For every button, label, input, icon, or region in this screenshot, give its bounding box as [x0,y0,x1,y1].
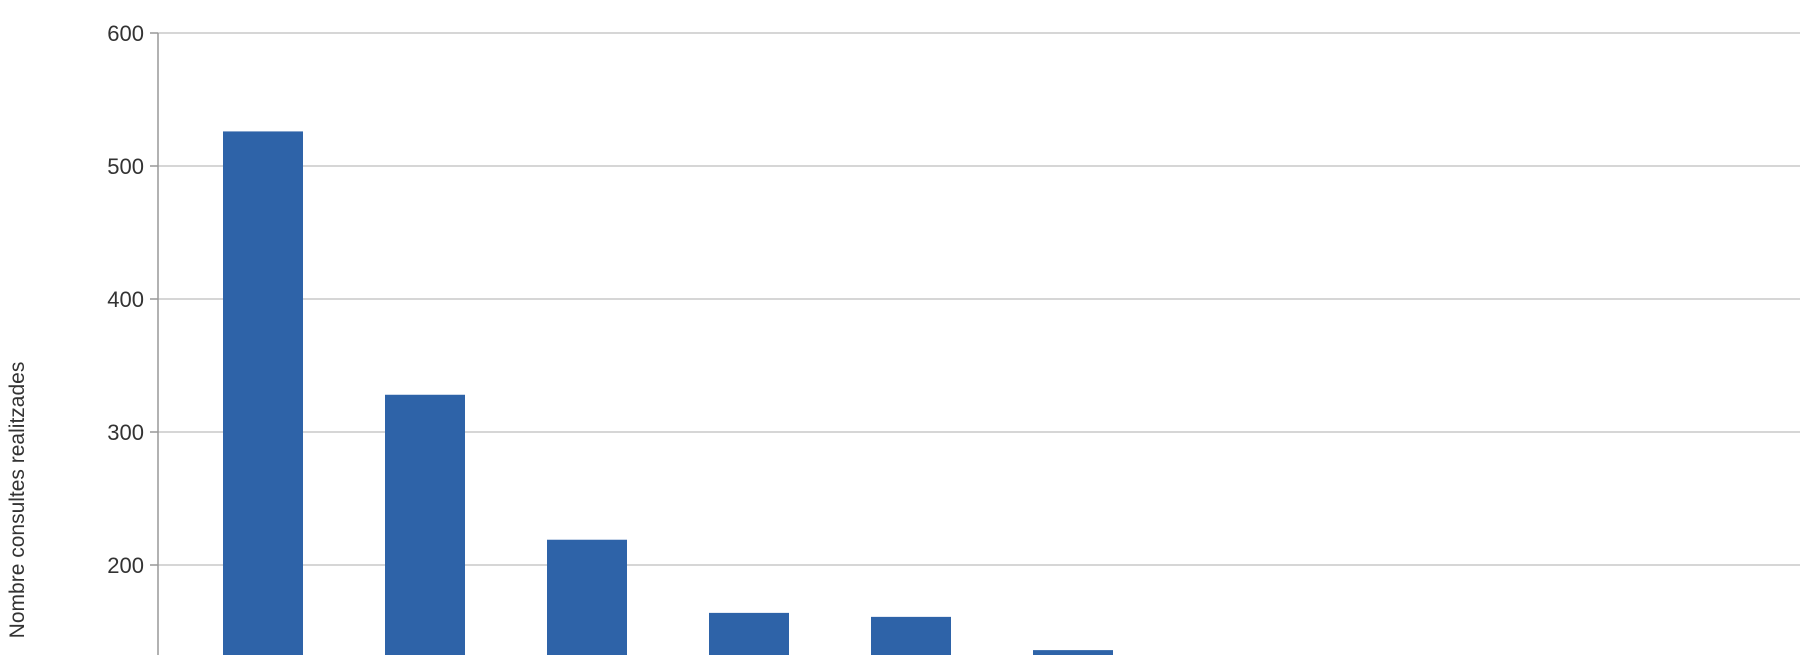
bar [1033,650,1113,655]
y-tick-label: 400 [107,287,144,312]
y-tick-label: 200 [107,553,144,578]
bar [871,617,951,655]
bar [223,131,303,655]
y-tick-label: 500 [107,154,144,179]
bar [385,395,465,655]
bar [547,540,627,655]
y-tick-label: 300 [107,420,144,445]
y-axis-ticks: 600 500 400 300 200 [107,21,158,578]
y-axis-label: Nombre consultes realitzades [6,362,29,639]
bar [709,613,789,655]
bars [223,131,1113,655]
y-tick-label: 600 [107,21,144,46]
